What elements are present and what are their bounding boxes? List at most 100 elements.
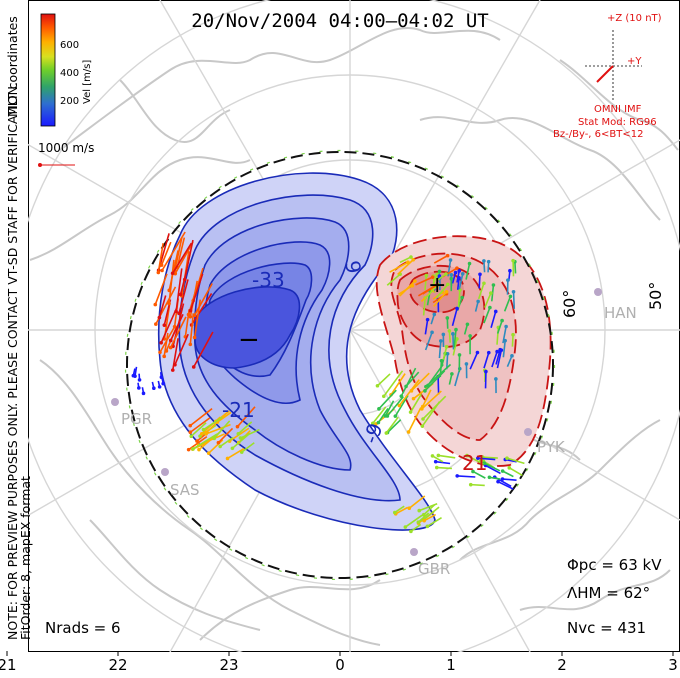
velocity-vector-origin [422, 519, 426, 523]
mlt-tick-label: 1 [446, 656, 456, 674]
velocity-vector-origin [482, 259, 486, 263]
velocity-vector-origin [382, 395, 386, 399]
velocity-vector-origin [426, 525, 430, 529]
velocity-vector-origin [500, 319, 504, 323]
velocity-vector-origin [410, 389, 414, 393]
velocity-vector-origin [188, 424, 192, 428]
velocity-vector-origin [430, 331, 434, 335]
velocity-vector [514, 292, 515, 309]
velocity-vector-origin [508, 466, 512, 470]
velocity-vector-origin [451, 332, 455, 336]
velocity-vector-origin [466, 322, 470, 326]
velocity-vector-origin [494, 377, 498, 381]
velocity-vector-origin [501, 477, 505, 481]
velocity-vector-origin [189, 309, 193, 313]
velocity-vector-origin [511, 333, 515, 337]
colorbar-tick: 600 [60, 40, 79, 51]
velocity-vector-origin [449, 258, 453, 262]
station-label: PYK [537, 438, 566, 456]
reference-vector-label: 1000 m/s [38, 141, 94, 155]
velocity-vector-origin [446, 254, 450, 258]
velocity-vector-origin [411, 284, 415, 288]
velocity-vector-origin [434, 460, 438, 464]
velocity-vector-origin [412, 397, 416, 401]
velocity-vector-origin [488, 306, 492, 310]
velocity-vector-origin [506, 278, 510, 282]
station-label: PGR [121, 410, 152, 428]
velocity-vector-origin [204, 432, 208, 436]
station-label: GBR [418, 560, 450, 578]
velocity-vector-origin [468, 262, 472, 266]
velocity-vector-origin [458, 353, 462, 357]
velocity-vector-origin [133, 374, 137, 378]
velocity-vector-origin [454, 271, 458, 275]
imf-y-label: +Y [627, 56, 642, 67]
imf-bin: Bz-/By-, 6<BT<12 [553, 129, 643, 140]
velocity-vector-origin [468, 334, 472, 338]
velocity-vector-origin [489, 291, 493, 295]
velocity-vector-origin [487, 351, 491, 355]
velocity-vector-origin [202, 428, 206, 432]
velocity-vector-origin [454, 328, 458, 332]
velocity-vector-origin [236, 425, 240, 429]
plot-frame [29, 1, 680, 652]
velocity-vector-origin [193, 336, 197, 340]
n-vc: Nvc = 431 [567, 619, 646, 637]
velocity-vector-origin [407, 430, 411, 434]
velocity-vector-origin [191, 447, 195, 451]
velocity-vector-origin [422, 513, 426, 517]
coordinate-label: MLT coordinates [5, 16, 20, 117]
colorbar-label: Vel [m/s] [82, 60, 93, 104]
velocity-vector-origin [417, 509, 421, 513]
velocity-vector-origin [492, 283, 496, 287]
fit-order-note: FitOrder: 8, mapEX format [18, 476, 33, 640]
velocity-vector-origin [158, 385, 162, 389]
velocity-vector-origin [498, 348, 502, 352]
velocity-vector-origin [162, 355, 166, 359]
velocity-vector-origin [157, 271, 161, 275]
station-label: HAN [604, 304, 637, 322]
velocity-vector-origin [508, 269, 512, 273]
velocity-vector-origin [478, 272, 482, 276]
velocity-vector-origin [142, 392, 146, 396]
velocity-vector-origin [188, 343, 192, 347]
velocity-vector-origin [218, 445, 222, 449]
velocity-vector-origin [505, 456, 509, 460]
page-title: 20/Nov/2004 04:00–04:02 UT [191, 10, 488, 32]
velocity-vector-origin [169, 339, 173, 343]
velocity-vector-origin [171, 368, 175, 372]
velocity-vector [453, 334, 454, 350]
velocity-vector-origin [200, 432, 204, 436]
imf-z-label: +Z (10 nT) [607, 13, 662, 24]
colorbar-tick: 200 [60, 96, 79, 107]
velocity-vector-origin [455, 474, 459, 478]
velocity-vector-origin [158, 350, 162, 354]
velocity-vector-origin [169, 346, 173, 350]
mlt-tick-label: 23 [219, 656, 238, 674]
velocity-vector-origin [465, 362, 469, 366]
velocity-vector-origin [399, 394, 403, 398]
velocity-vector [437, 468, 452, 469]
velocity-vector-origin [413, 279, 417, 283]
velocity-vector-origin [437, 454, 441, 458]
velocity-vector-origin [426, 384, 430, 388]
velocity-vector-origin [461, 272, 465, 276]
contour-label: -33 [252, 268, 285, 292]
stat-model: Stat Mod: RG96 [578, 117, 657, 128]
velocity-vector-origin [404, 525, 408, 529]
mlt-tick-label: 0 [335, 656, 345, 674]
velocity-vector-origin [455, 266, 459, 270]
velocity-vector-origin [435, 466, 439, 470]
velocity-vector-origin [377, 407, 381, 411]
velocity-vector-origin [476, 300, 480, 304]
velocity-vector-origin [154, 322, 158, 326]
velocity-vector-origin [487, 260, 491, 264]
colorbar-tick: 400 [60, 68, 79, 79]
velocity-vector-origin [411, 258, 415, 262]
velocity-vector-origin [511, 259, 515, 263]
velocity-vector-origin [409, 530, 413, 534]
velocity-vector-origin [377, 421, 381, 425]
